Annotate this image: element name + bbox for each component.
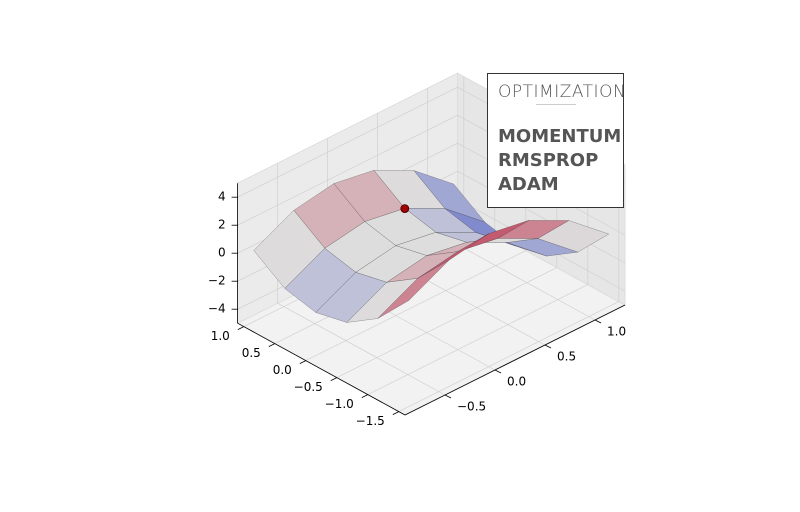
y-tick-label: 0.5	[557, 350, 576, 364]
x-tick-label: 0.5	[242, 346, 261, 360]
x-tick-label: −0.5	[294, 380, 323, 394]
tick-mark	[544, 344, 552, 349]
tick-mark	[594, 319, 602, 324]
x-tick-label: −1.0	[325, 397, 354, 411]
optimizer-point	[400, 204, 410, 214]
z-tick-label: −4	[208, 302, 226, 316]
grid-line	[336, 267, 557, 378]
tick-mark	[330, 377, 337, 381]
y-tick-label: −0.5	[457, 400, 486, 414]
z-tick-label: −2	[208, 274, 226, 288]
optimizer-panel: OPTIMIZATION MOMENTUM RMSPROP ADAM	[487, 73, 627, 208]
z-tick-label: 4	[218, 190, 226, 204]
tick-mark	[494, 369, 502, 374]
z-tick-label: 2	[218, 218, 226, 232]
grid-line	[305, 250, 526, 361]
grid-line	[367, 284, 588, 395]
tick-mark	[299, 360, 306, 364]
y-tick-label: 1.0	[607, 325, 626, 339]
y-tick-label: 0.0	[507, 375, 526, 389]
axis-line	[237, 322, 406, 416]
tick-mark	[237, 326, 244, 330]
grid-line	[237, 114, 458, 226]
menu-item[interactable]: MOMENTUM	[498, 126, 622, 147]
divider	[536, 104, 576, 105]
z-tick-label: 0	[218, 246, 226, 260]
grid-line	[277, 302, 446, 396]
menu-item[interactable]: RMSPROP	[498, 150, 599, 171]
x-tick-label: 1.0	[211, 329, 230, 343]
tick-mark	[268, 343, 275, 347]
x-tick-label: −1.5	[356, 414, 385, 428]
grid-line	[457, 170, 626, 264]
grid-line	[237, 86, 458, 198]
tick-mark	[392, 411, 399, 415]
grid-line	[398, 301, 619, 412]
x-tick-label: 0.0	[273, 363, 292, 377]
axis-line	[404, 304, 626, 416]
tick-mark	[361, 394, 368, 398]
surface-cell	[377, 260, 449, 319]
tick-mark	[444, 394, 452, 399]
panel-title: OPTIMIZATION	[498, 82, 627, 102]
menu-item[interactable]: ADAM	[498, 174, 559, 195]
